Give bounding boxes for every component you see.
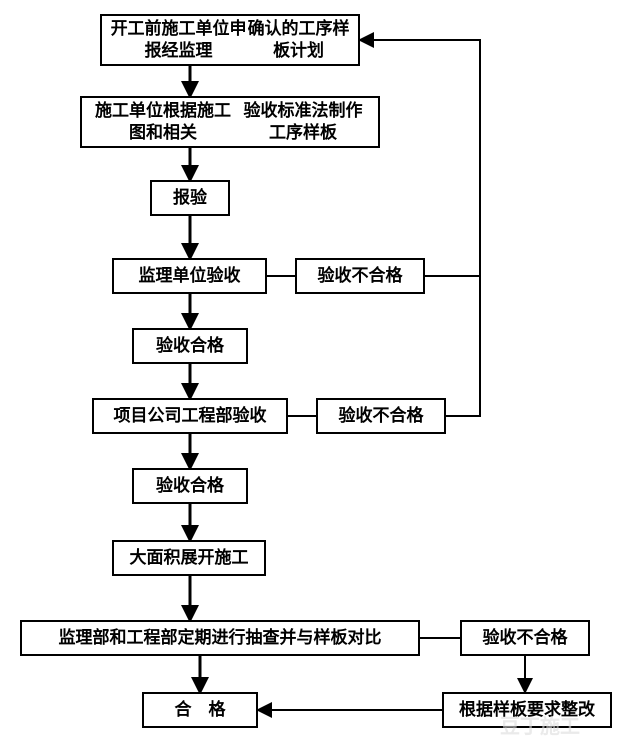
node-n1: 开工前施工单位申报经监理确认的工序样板计划 bbox=[100, 14, 360, 66]
node-n4b: 验收不合格 bbox=[295, 258, 425, 294]
node-n6: 项目公司工程部验收 bbox=[92, 398, 288, 434]
node-n9b: 验收不合格 bbox=[460, 620, 590, 656]
node-n2: 施工单位根据施工图和相关验收标准法制作工序样板 bbox=[80, 96, 380, 148]
node-n5: 验收合格 bbox=[132, 328, 248, 364]
node-n7: 验收合格 bbox=[132, 468, 248, 504]
node-n10: 合 格 bbox=[142, 692, 258, 728]
node-n4: 监理单位验收 bbox=[112, 258, 267, 294]
node-n11: 根据样板要求整改 bbox=[442, 692, 612, 728]
edge-n4b-n1 bbox=[360, 40, 480, 276]
node-n8: 大面积展开施工 bbox=[112, 540, 266, 576]
node-n3: 报验 bbox=[150, 180, 230, 216]
node-n6b: 验收不合格 bbox=[316, 398, 446, 434]
flowchart-canvas: 开工前施工单位申报经监理确认的工序样板计划施工单位根据施工图和相关验收标准法制作… bbox=[0, 0, 640, 745]
node-n9: 监理部和工程部定期进行抽查并与样板对比 bbox=[20, 620, 420, 656]
edge-n6b-feedback bbox=[446, 276, 480, 416]
